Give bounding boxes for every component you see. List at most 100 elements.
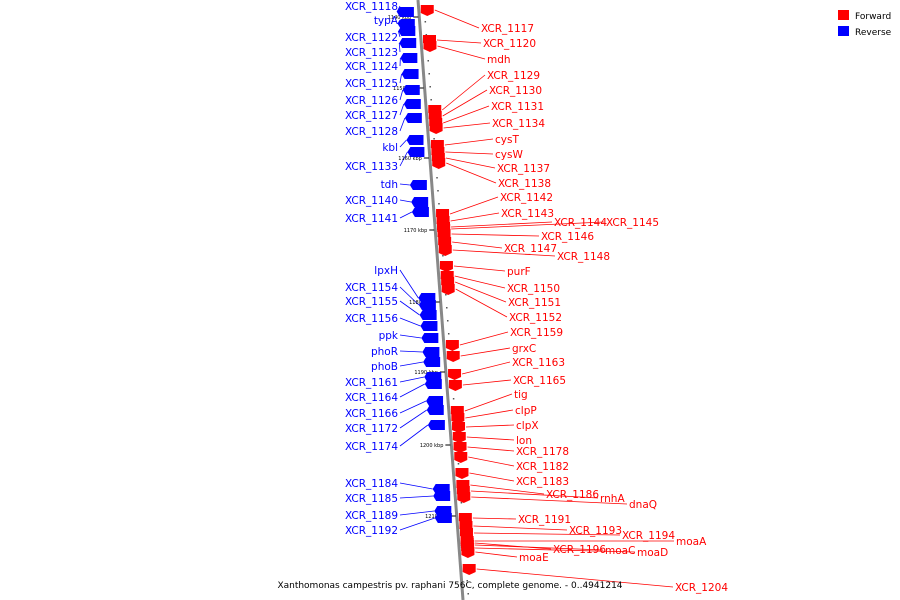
- reverse-gene-label[interactable]: tdh: [381, 179, 398, 191]
- forward-gene-feature[interactable]: [462, 564, 476, 575]
- reverse-gene-label[interactable]: XCR_1161: [345, 377, 398, 389]
- forward-gene-label[interactable]: XCR_1178: [516, 446, 569, 458]
- forward-gene-label[interactable]: XCR_1150: [507, 283, 560, 295]
- forward-gene-feature[interactable]: [423, 41, 437, 52]
- reverse-gene-feature[interactable]: [406, 135, 424, 145]
- reverse-gene-label[interactable]: XCR_1164: [345, 392, 398, 404]
- forward-gene-label[interactable]: XCR_1148: [557, 251, 610, 263]
- forward-gene-feature[interactable]: [453, 442, 467, 453]
- forward-gene-label[interactable]: XCR_1146: [541, 231, 594, 243]
- forward-gene-label[interactable]: grxC: [512, 343, 536, 355]
- reverse-gene-label[interactable]: XCR_1189: [345, 510, 398, 522]
- forward-gene-label[interactable]: lon: [516, 435, 532, 447]
- reverse-gene-label[interactable]: XCR_1185: [345, 493, 398, 505]
- forward-gene-label[interactable]: XCR_1183: [516, 476, 569, 488]
- forward-gene-feature[interactable]: [439, 261, 453, 272]
- reverse-gene-feature[interactable]: [399, 38, 417, 48]
- reverse-gene-feature[interactable]: [434, 513, 452, 523]
- forward-gene-label[interactable]: cysT: [495, 134, 519, 146]
- forward-gene-label[interactable]: XCR_1191: [518, 514, 571, 526]
- reverse-gene-label[interactable]: kbl: [382, 142, 398, 154]
- reverse-gene-feature[interactable]: [411, 207, 429, 217]
- forward-gene-label[interactable]: XCR_1165: [513, 375, 566, 387]
- forward-gene-label[interactable]: purF: [507, 266, 531, 278]
- forward-gene-label[interactable]: cysW: [495, 149, 523, 161]
- forward-gene-feature[interactable]: [448, 380, 462, 391]
- forward-gene-feature[interactable]: [452, 432, 466, 443]
- forward-gene-feature[interactable]: [432, 158, 446, 169]
- forward-gene-label[interactable]: XCR_1151: [508, 297, 561, 309]
- reverse-gene-label[interactable]: XCR_1124: [345, 61, 398, 73]
- reverse-gene-feature[interactable]: [427, 420, 445, 430]
- forward-gene-feature[interactable]: [454, 452, 468, 463]
- reverse-gene-label[interactable]: XCR_1133: [345, 161, 398, 173]
- reverse-gene-label[interactable]: XCR_1128: [345, 126, 398, 138]
- reverse-gene-label[interactable]: XCR_1127: [345, 110, 398, 122]
- reverse-gene-label[interactable]: XCR_1184: [345, 478, 398, 490]
- reverse-gene-label[interactable]: XCR_1118: [345, 1, 398, 13]
- forward-gene-feature[interactable]: [446, 351, 460, 362]
- reverse-gene-label[interactable]: XCR_1172: [345, 423, 398, 435]
- forward-gene-label[interactable]: XCR_1196: [553, 544, 606, 556]
- reverse-gene-label[interactable]: XCR_1126: [345, 95, 398, 107]
- forward-gene-feature[interactable]: [420, 5, 434, 16]
- reverse-gene-feature[interactable]: [398, 26, 416, 36]
- reverse-gene-label[interactable]: XCR_1123: [345, 47, 398, 59]
- reverse-gene-label[interactable]: XCR_1166: [345, 408, 398, 420]
- forward-gene-label[interactable]: XCR_1130: [489, 85, 542, 97]
- reverse-gene-label[interactable]: XCR_1174: [345, 441, 398, 453]
- forward-gene-label[interactable]: XCR_1117: [481, 23, 534, 35]
- forward-gene-label[interactable]: XCR_1142: [500, 192, 553, 204]
- forward-gene-label[interactable]: dnaQ: [629, 499, 657, 511]
- forward-gene-label[interactable]: moaA: [676, 536, 707, 548]
- reverse-gene-feature[interactable]: [422, 347, 440, 357]
- reverse-gene-feature[interactable]: [420, 321, 438, 331]
- forward-gene-label[interactable]: moaC: [605, 545, 635, 557]
- reverse-gene-feature[interactable]: [407, 147, 425, 157]
- forward-gene-label[interactable]: XCR_1138: [498, 178, 551, 190]
- reverse-gene-feature[interactable]: [419, 310, 437, 320]
- forward-gene-label[interactable]: XCR_1137: [497, 163, 550, 175]
- reverse-gene-feature[interactable]: [424, 379, 442, 389]
- reverse-gene-label[interactable]: XCR_1154: [345, 282, 398, 294]
- forward-gene-label[interactable]: clpX: [516, 420, 539, 432]
- reverse-gene-feature[interactable]: [396, 7, 414, 17]
- reverse-gene-label[interactable]: lpxH: [374, 265, 398, 277]
- forward-gene-feature[interactable]: [429, 123, 443, 134]
- forward-gene-label[interactable]: XCR_1131: [491, 101, 544, 113]
- reverse-gene-label[interactable]: ppk: [379, 330, 399, 342]
- reverse-gene-feature[interactable]: [401, 69, 419, 79]
- forward-gene-label[interactable]: XCR_1144: [554, 217, 607, 229]
- reverse-gene-feature[interactable]: [418, 300, 436, 310]
- reverse-gene-label[interactable]: XCR_1192: [345, 525, 398, 537]
- forward-gene-feature[interactable]: [451, 413, 465, 424]
- reverse-gene-feature[interactable]: [423, 357, 441, 367]
- forward-gene-label[interactable]: XCR_1147: [504, 243, 557, 255]
- reverse-gene-label[interactable]: phoR: [371, 346, 398, 358]
- forward-gene-feature[interactable]: [441, 284, 455, 295]
- reverse-gene-label[interactable]: XCR_1141: [345, 213, 398, 225]
- forward-gene-feature[interactable]: [461, 547, 475, 558]
- reverse-gene-feature[interactable]: [404, 113, 422, 123]
- forward-gene-label[interactable]: XCR_1143: [501, 208, 554, 220]
- forward-gene-label[interactable]: moaE: [519, 552, 549, 564]
- forward-gene-feature[interactable]: [452, 422, 466, 433]
- reverse-gene-feature[interactable]: [403, 99, 421, 109]
- forward-gene-label[interactable]: mdh: [487, 54, 511, 66]
- reverse-gene-feature[interactable]: [402, 85, 420, 95]
- forward-gene-label[interactable]: tig: [514, 389, 528, 401]
- forward-gene-label[interactable]: XCR_1186: [546, 489, 599, 501]
- reverse-gene-feature[interactable]: [426, 405, 444, 415]
- forward-gene-label[interactable]: XCR_1159: [510, 327, 563, 339]
- reverse-gene-feature[interactable]: [433, 491, 451, 501]
- reverse-gene-label[interactable]: XCR_1156: [345, 313, 398, 325]
- forward-gene-feature[interactable]: [438, 245, 452, 256]
- reverse-gene-label[interactable]: XCR_1122: [345, 32, 398, 44]
- forward-gene-label[interactable]: XCR_1145: [606, 217, 659, 229]
- reverse-gene-feature[interactable]: [426, 396, 444, 406]
- forward-gene-label[interactable]: XCR_1194: [622, 530, 675, 542]
- forward-gene-label[interactable]: XCR_1129: [487, 70, 540, 82]
- forward-gene-label[interactable]: XCR_1204: [675, 582, 728, 594]
- forward-gene-label[interactable]: XCR_1193: [569, 525, 622, 537]
- forward-gene-label[interactable]: XCR_1120: [483, 38, 536, 50]
